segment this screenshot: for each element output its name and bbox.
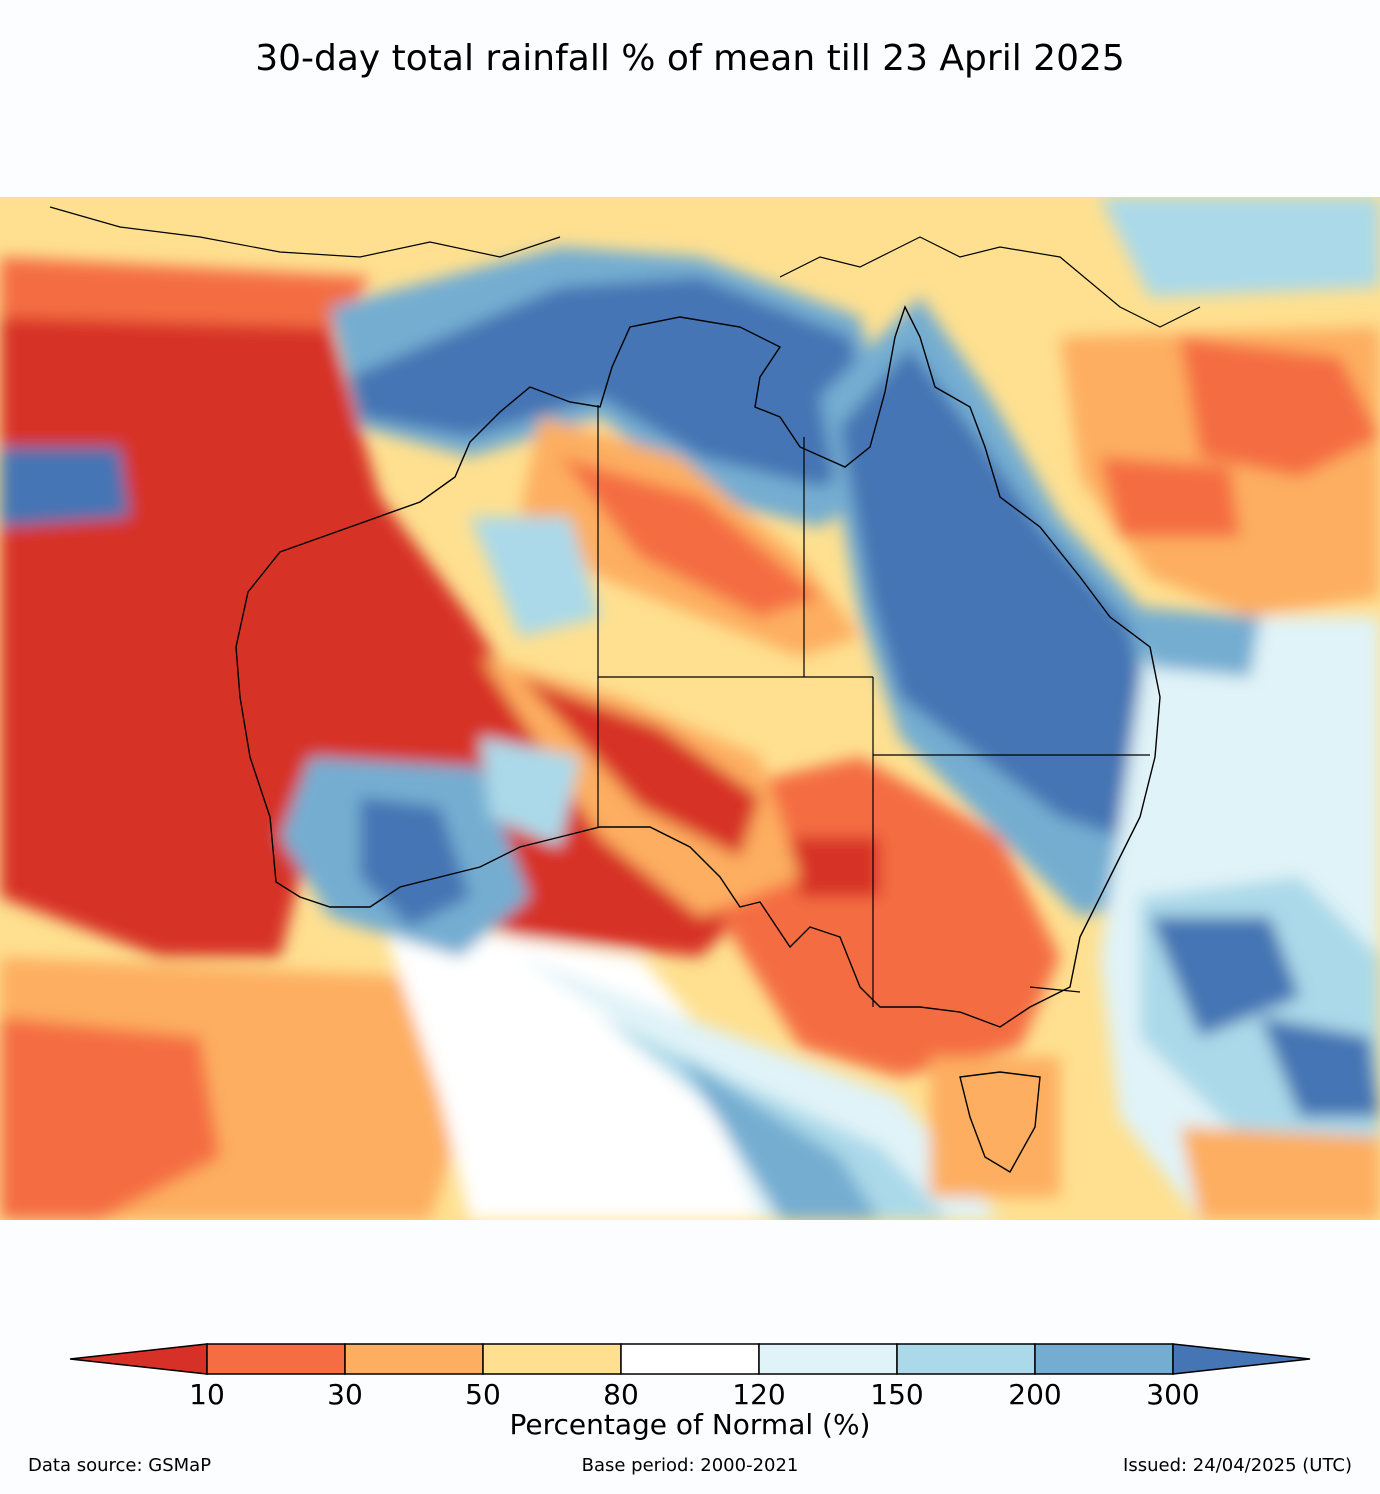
patch-n-deep-blue [350,277,880,487]
patch-wa-inner-blue2 [480,737,580,847]
legend-swatch-1 [206,1343,346,1375]
legend-swatch-3 [482,1343,622,1375]
patch-se-red [790,837,880,897]
legend-swatch-4 [620,1343,760,1375]
patch-sw-ocean-2 [0,1017,220,1220]
legend-tick-200: 200 [1008,1378,1062,1411]
legend-swatch-7 [1034,1343,1174,1375]
issued-date: Issued: 24/04/2025 (UTC) [1123,1455,1352,1476]
legend-swatch-2 [344,1343,484,1375]
patch-w-blue-blob [0,447,130,527]
patch-e-deep-blue [840,347,1160,837]
patch-e-ocean-bottom [1180,1127,1380,1220]
patch-e-ocean-blue3 [1260,1017,1380,1117]
patch-ne-top-blue [1100,197,1380,297]
patch-s-ocean-white [380,917,780,1220]
legend-tick-150: 150 [870,1378,924,1411]
map-title: 30-day total rainfall % of mean till 23 … [255,38,1125,79]
rainfall-map [0,197,1380,1220]
legend-tick-10: 10 [189,1378,225,1411]
patch-wa-inner-blue [470,517,600,637]
legend-colorbar [69,1343,1311,1375]
legend-tick-120: 120 [732,1378,786,1411]
new-guinea-coastline [779,236,1201,328]
tasmania-coastline [959,1071,1041,1173]
patch-sa-red [520,677,760,857]
legend-swatch-5 [758,1343,898,1375]
australia-coastline [235,305,1161,1028]
legend-tick-30: 30 [327,1378,363,1411]
indonesia-coastline [49,206,561,258]
legend-swatch-over [1172,1343,1311,1375]
legend-tick-50: 50 [465,1378,501,1411]
patch-w-orange-edge [0,257,370,327]
patch-ne-red [1180,337,1380,477]
state-borders [597,405,1150,1007]
patch-e-ocean-blue2 [1150,917,1300,1037]
patch-ne-red2 [1100,457,1240,537]
legend-tick-80: 80 [603,1378,639,1411]
base-period: Base period: 2000-2021 [581,1455,799,1476]
legend-swatch-under [69,1343,208,1375]
legend-swatch-6 [896,1343,1036,1375]
legend-label: Percentage of Normal (%) [509,1408,871,1441]
data-source: Data source: GSMaP [28,1455,212,1476]
patch-e-ocean-blob [1130,607,1260,677]
patch-central-red [560,457,820,617]
patch-tas-orange [930,1057,1060,1197]
patch-s-ocean-blue2 [680,1057,880,1220]
legend-tick-300: 300 [1146,1378,1200,1411]
